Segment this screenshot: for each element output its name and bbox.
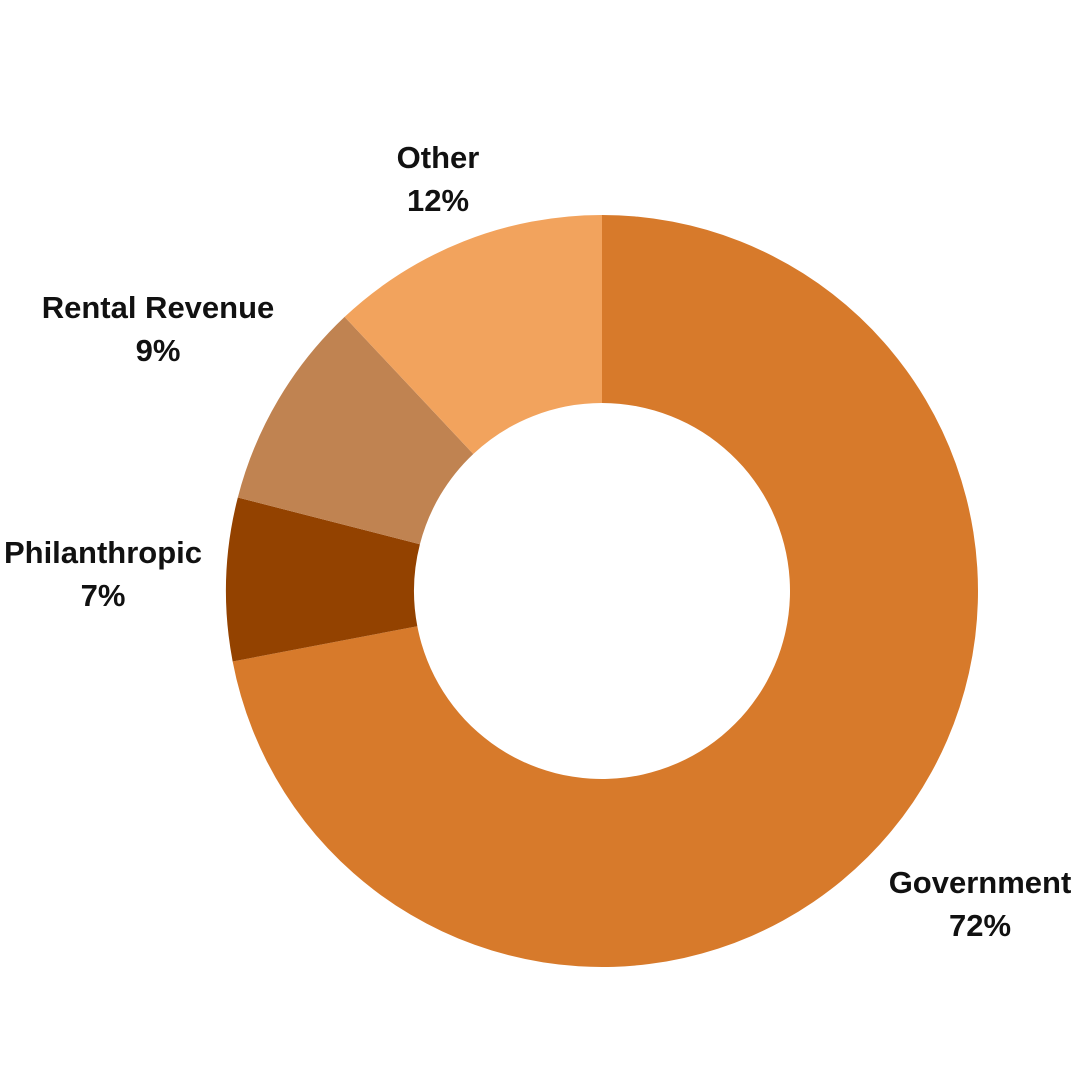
donut-slice <box>237 316 474 545</box>
donut-slice <box>344 215 602 454</box>
donut-slice <box>232 215 979 967</box>
slice-label: Philanthropic <box>4 535 202 570</box>
slice-value-label: 72% <box>949 908 1011 943</box>
slice-label: Government <box>889 865 1072 900</box>
slice-label: Other <box>397 140 480 175</box>
donut-slice <box>225 497 420 662</box>
slice-value-label: 7% <box>81 578 126 613</box>
slice-value-label: 9% <box>136 333 181 368</box>
slice-value-label: 12% <box>407 183 469 218</box>
slice-label: Rental Revenue <box>42 290 275 325</box>
